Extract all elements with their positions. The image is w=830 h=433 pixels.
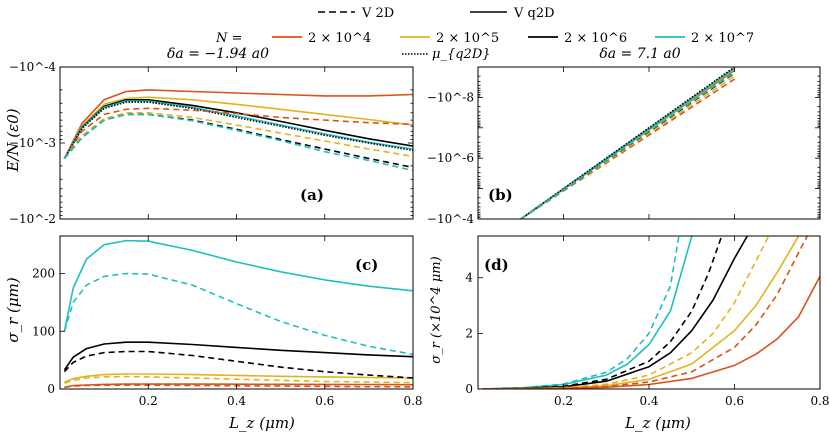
- panel-b-frame: [477, 66, 821, 220]
- legend-dotted-label: μ_{q2D}: [432, 47, 491, 62]
- panel-b-ytick-label: −10^-6: [427, 151, 474, 165]
- panel-b: −10^-8 −10^-6 −10^-4 (b): [427, 66, 821, 226]
- panel-b-series-dashed-9: [520, 71, 735, 219]
- panel-d-xlabel: L_z (μm): [624, 414, 691, 432]
- legend-entry-label-2: 2 × 10^5: [436, 31, 499, 46]
- panel-c-series-dashed-6: [64, 375, 413, 384]
- panel-c: 0 100 200 0.2 0.4 0.6 0.8 (c): [32, 235, 423, 408]
- panel-c-series-solid-1: [64, 383, 413, 389]
- panel-d-xtick-label: 0.6: [725, 394, 744, 408]
- legend-solid-label: V q2D: [513, 6, 555, 21]
- legend-entry-label-1: 2 × 10^4: [308, 31, 371, 46]
- panel-a-frame: [59, 66, 414, 220]
- panel-d-series-group: [482, 236, 820, 389]
- panel-d-tag: (d): [484, 256, 509, 274]
- legend: V 2D V q2D N = 2 × 10^4 2 × 10^5 2 × 10^6 2…: [215, 6, 754, 62]
- panel-c-ytick-label: 0: [47, 382, 55, 396]
- panel-c-ytick-label: 200: [32, 267, 55, 281]
- panel-a-series-dashed-7: [63, 112, 413, 159]
- panel-d-series-solid-4: [482, 236, 748, 389]
- legend-entries: 2 × 10^4 2 × 10^5 2 × 10^6 2 × 10^7: [272, 31, 754, 46]
- panel-d-xtick-label: 0.4: [639, 394, 658, 408]
- panel-b-title: δa = 7.1 a0: [599, 46, 680, 62]
- panel-a-series-solid-2: [63, 96, 413, 159]
- legend-entry-label-4: 2 × 10^7: [691, 31, 754, 46]
- panel-d-series-solid-6: [482, 236, 800, 389]
- panel-a-series-dashed-6: [63, 107, 413, 159]
- panel-c-xtick-label: 0.8: [403, 394, 422, 408]
- panel-c-series-solid-2: [64, 373, 413, 383]
- panel-c-series-dashed-8: [63, 272, 413, 356]
- panel-d-series-solid-2: [482, 236, 693, 389]
- panel-d-ytick-label: 2: [465, 326, 473, 340]
- panel-c-series-solid-4: [63, 239, 413, 332]
- panel-c-series-dashed-5: [64, 384, 413, 389]
- panel-a-series-dashed-9: [63, 113, 413, 172]
- legend-n-prefix: N =: [215, 31, 242, 46]
- panel-d: 0 2 4 0.2 0.4 0.6 0.8 (d): [465, 235, 830, 408]
- panel-a-title: δa = −1.94 a0: [167, 46, 269, 62]
- panel-c-xtick-label: 0.2: [139, 394, 158, 408]
- panel-a-series-group: [63, 89, 413, 172]
- panel-b-series-dashed-6: [520, 78, 735, 219]
- panel-d-series-dashed-7: [482, 236, 808, 389]
- panel-c-ytick-label: 100: [32, 324, 55, 338]
- panel-d-ylabel: σ_r (×10^4 μm): [429, 256, 444, 363]
- panel-a-tag: (a): [300, 186, 324, 204]
- panel-a: −10^-4 −10^-3 −10^-2 (a): [9, 60, 414, 226]
- panel-c-tag: (c): [355, 256, 378, 274]
- panel-c-xtick-label: 0.6: [315, 394, 334, 408]
- panel-c-series-group: [63, 239, 413, 389]
- panel-d-xtick-label: 0.8: [810, 394, 829, 408]
- panel-d-series-solid-8: [482, 275, 820, 389]
- panel-a-series-dotted-5: [63, 101, 413, 159]
- panel-c-xlabel: L_z (μm): [228, 414, 295, 432]
- panel-c-series-dashed-7: [63, 350, 413, 379]
- panel-a-ylabel: E/N (ε0): [4, 108, 22, 172]
- legend-entry-label-3: 2 × 10^6: [564, 31, 627, 46]
- panel-d-xtick-label: 0.2: [554, 394, 573, 408]
- panel-d-ytick-label: 4: [465, 271, 473, 285]
- panel-c-series-solid-3: [63, 341, 413, 371]
- panel-a-ytick-label: −10^-4: [9, 60, 56, 74]
- panel-a-ytick-label: −10^-2: [9, 212, 56, 226]
- panel-c-ylabel: σ_r (μm): [4, 277, 22, 343]
- panel-a-series-solid-1: [63, 89, 413, 159]
- panel-b-series-group: [520, 67, 735, 219]
- panel-d-ytick-label: 0: [465, 382, 473, 396]
- legend-dashed-label: V 2D: [361, 6, 394, 21]
- panel-c-xtick-label: 0.4: [227, 394, 246, 408]
- panel-b-tag: (b): [488, 186, 513, 204]
- panel-b-ytick-label: −10^-4: [427, 212, 474, 226]
- panel-b-ytick-label: −10^-8: [427, 90, 474, 104]
- panel-d-series-dashed-5: [482, 236, 770, 389]
- panel-a-ytick-label: −10^-3: [9, 136, 56, 150]
